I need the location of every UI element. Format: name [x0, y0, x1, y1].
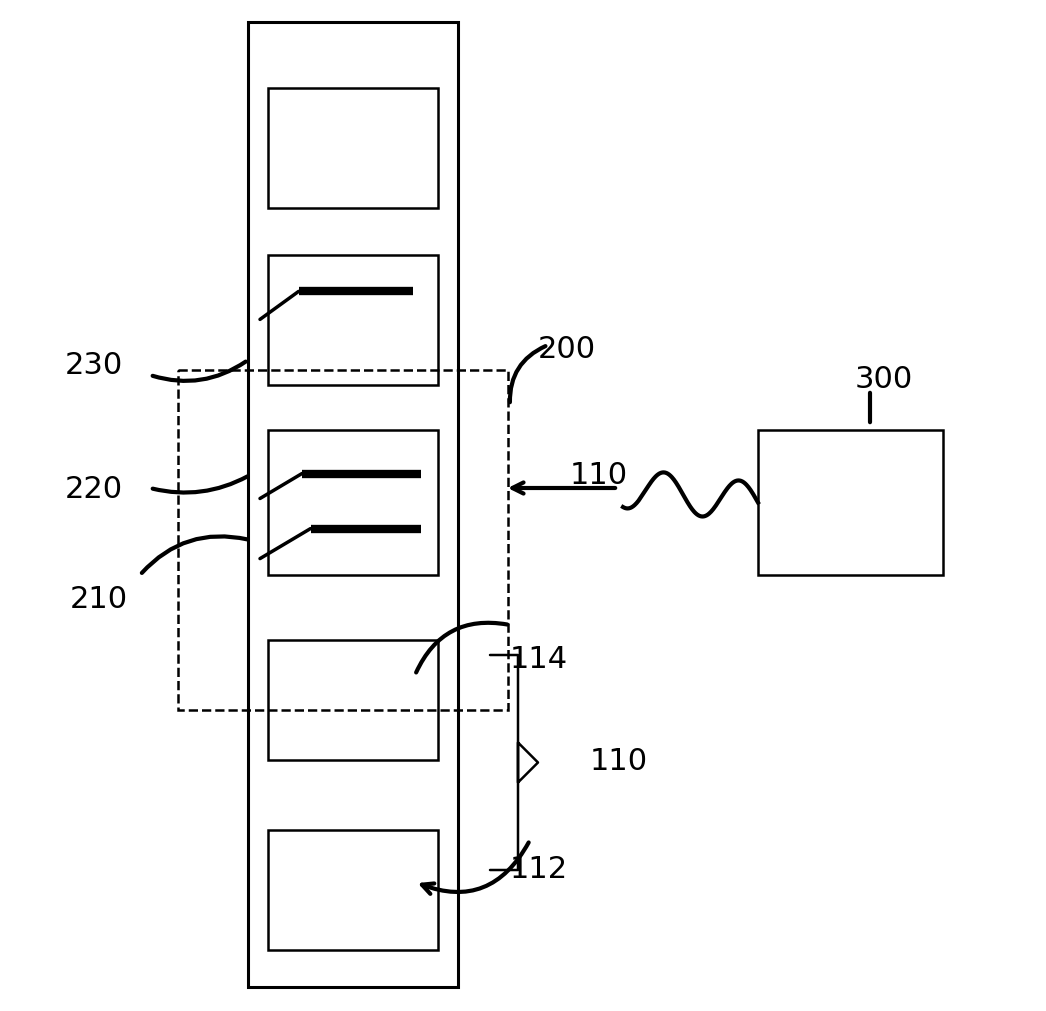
- Text: 112: 112: [510, 855, 568, 885]
- Bar: [268, 88, 438, 208]
- Text: 230: 230: [65, 351, 123, 379]
- Text: 210: 210: [70, 585, 128, 615]
- Text: 200: 200: [538, 336, 596, 365]
- Bar: [758, 430, 943, 575]
- Bar: [268, 255, 438, 385]
- Text: 110: 110: [590, 747, 649, 776]
- Text: 300: 300: [855, 366, 913, 394]
- Bar: [268, 830, 438, 950]
- Bar: [248, 22, 458, 987]
- Text: 114: 114: [510, 645, 568, 674]
- Bar: [268, 430, 438, 575]
- Bar: [178, 370, 508, 710]
- Text: 220: 220: [65, 475, 123, 504]
- Bar: [268, 640, 438, 760]
- Text: 110: 110: [570, 461, 629, 490]
